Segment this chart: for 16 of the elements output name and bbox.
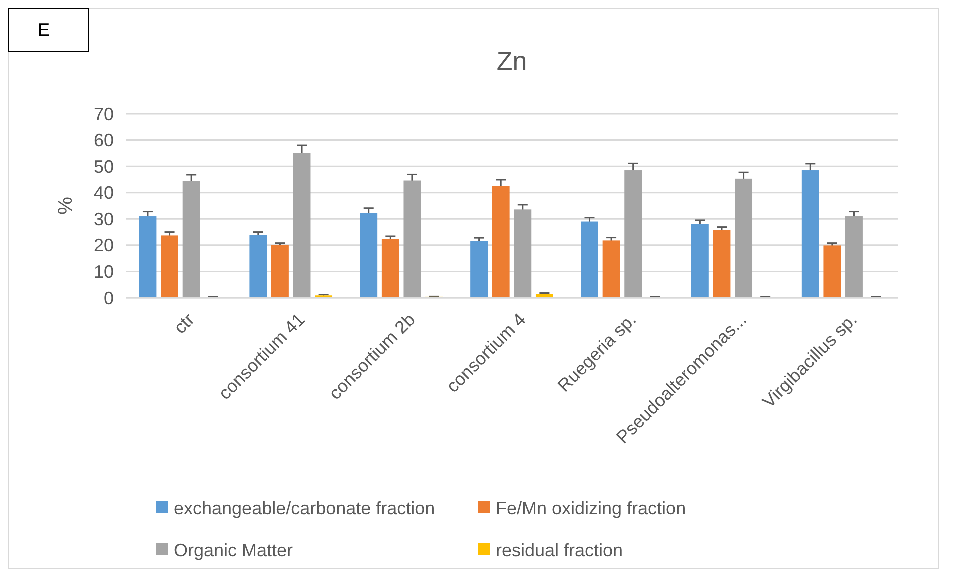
- legend-label: Fe/Mn oxidizing fraction: [496, 498, 686, 518]
- text: E: [38, 20, 50, 40]
- y-axis-title: %: [55, 196, 77, 215]
- y-tick-label: 70: [94, 104, 114, 124]
- legend-label: residual fraction: [496, 540, 624, 560]
- y-tick-label: 20: [94, 236, 114, 256]
- x-tick-label: ctr: [170, 310, 198, 338]
- y-tick-label: 60: [94, 130, 114, 151]
- legend-label: Organic Matter: [174, 540, 294, 560]
- legend-label: exchangeable/carbonate fraction: [174, 498, 436, 518]
- chart-title: Zn: [496, 46, 528, 76]
- y-tick-label: 10: [94, 262, 114, 282]
- y-tick-label: 50: [94, 156, 114, 177]
- y-tick-label: 30: [94, 209, 114, 230]
- y-tick-label: 0: [104, 288, 114, 308]
- y-tick-label: 40: [94, 183, 114, 204]
